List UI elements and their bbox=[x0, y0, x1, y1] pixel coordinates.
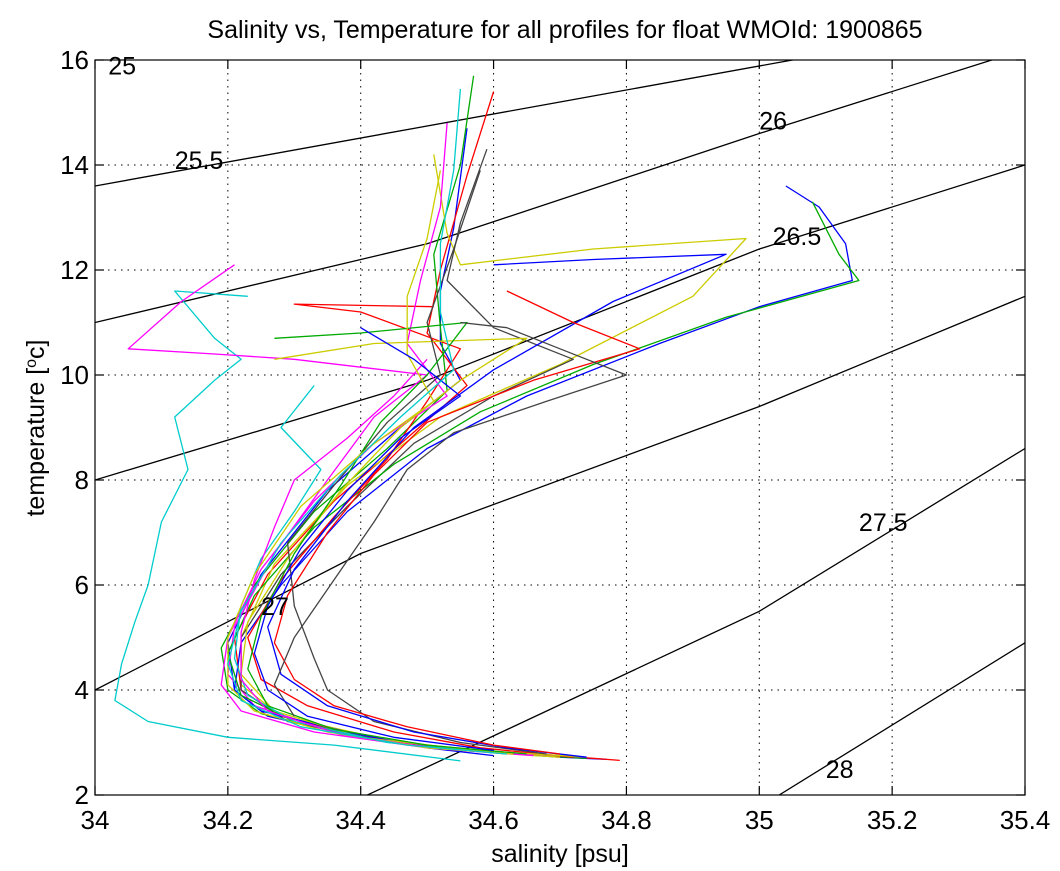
y-tick-label: 14 bbox=[60, 150, 89, 180]
y-tick-label: 10 bbox=[60, 360, 89, 390]
x-axis-label: salinity [psu] bbox=[491, 840, 629, 868]
density-contour-label: 27.5 bbox=[859, 509, 908, 537]
y-tick-label: 4 bbox=[75, 675, 89, 705]
x-tick-labels: 34 34.2 34.4 34.6 34.8 35 35.2 35.4 bbox=[81, 805, 1051, 835]
density-contour-line bbox=[95, 60, 797, 187]
density-contour-labels: 25 25.5 26 26.5 27 27.5 28 bbox=[108, 52, 907, 784]
profile-line bbox=[273, 290, 641, 755]
profile-line bbox=[240, 154, 747, 758]
density-contour-line bbox=[778, 642, 1025, 795]
y-tick-label: 2 bbox=[75, 780, 89, 810]
profile-line bbox=[273, 321, 628, 717]
y-tick-label: 16 bbox=[60, 45, 89, 75]
x-tick-label: 34.2 bbox=[203, 805, 254, 835]
y-tick-label: 8 bbox=[75, 465, 89, 495]
profile-line bbox=[253, 327, 494, 752]
y-tick-label: 12 bbox=[60, 255, 89, 285]
chart-title: Salinity vs, Temperature for all profile… bbox=[207, 16, 922, 44]
y-tick-labels: 2 4 6 8 10 12 14 16 bbox=[60, 45, 89, 810]
density-contour-line bbox=[367, 447, 1025, 795]
density-contour-line bbox=[95, 164, 1025, 481]
profile-line bbox=[233, 185, 853, 757]
density-contours bbox=[95, 60, 1025, 795]
x-tick-label: 35.4 bbox=[1000, 805, 1051, 835]
plot-area bbox=[95, 60, 1025, 795]
profile-line bbox=[286, 170, 547, 755]
axis-ticks bbox=[94, 59, 1026, 796]
y-axis-label-main: temperature [ bbox=[22, 368, 50, 517]
x-tick-label: 34.6 bbox=[468, 805, 519, 835]
density-contour-label: 25.5 bbox=[175, 147, 224, 175]
density-contour-line bbox=[95, 295, 1025, 691]
x-tick-label: 34 bbox=[81, 805, 110, 835]
x-tick-label: 35.2 bbox=[867, 805, 918, 835]
x-tick-label: 35 bbox=[745, 805, 774, 835]
grid-lines bbox=[95, 60, 1025, 795]
profile-series bbox=[114, 75, 860, 762]
profile-line bbox=[114, 290, 461, 762]
y-axis-label: temperature [oc] bbox=[22, 339, 50, 516]
profile-line bbox=[227, 201, 860, 723]
density-contour-line bbox=[95, 60, 994, 324]
x-tick-label: 34.8 bbox=[601, 805, 652, 835]
density-contour-label: 25 bbox=[108, 52, 136, 80]
y-axis-label-tail: c] bbox=[22, 339, 50, 358]
profile-line bbox=[247, 303, 574, 758]
density-contour-label: 27 bbox=[261, 593, 289, 621]
profile-line bbox=[247, 321, 527, 755]
y-tick-label: 6 bbox=[75, 570, 89, 600]
profile-line bbox=[227, 88, 507, 755]
density-contour-label: 26.5 bbox=[773, 223, 822, 251]
plot-frame bbox=[94, 59, 1026, 796]
density-contour-label: 26 bbox=[759, 107, 787, 135]
profile-line bbox=[267, 253, 727, 758]
density-contour-label: 28 bbox=[826, 756, 854, 784]
profile-line bbox=[227, 170, 514, 755]
x-tick-label: 34.4 bbox=[335, 805, 386, 835]
y-axis-label-sup: o bbox=[23, 359, 40, 368]
